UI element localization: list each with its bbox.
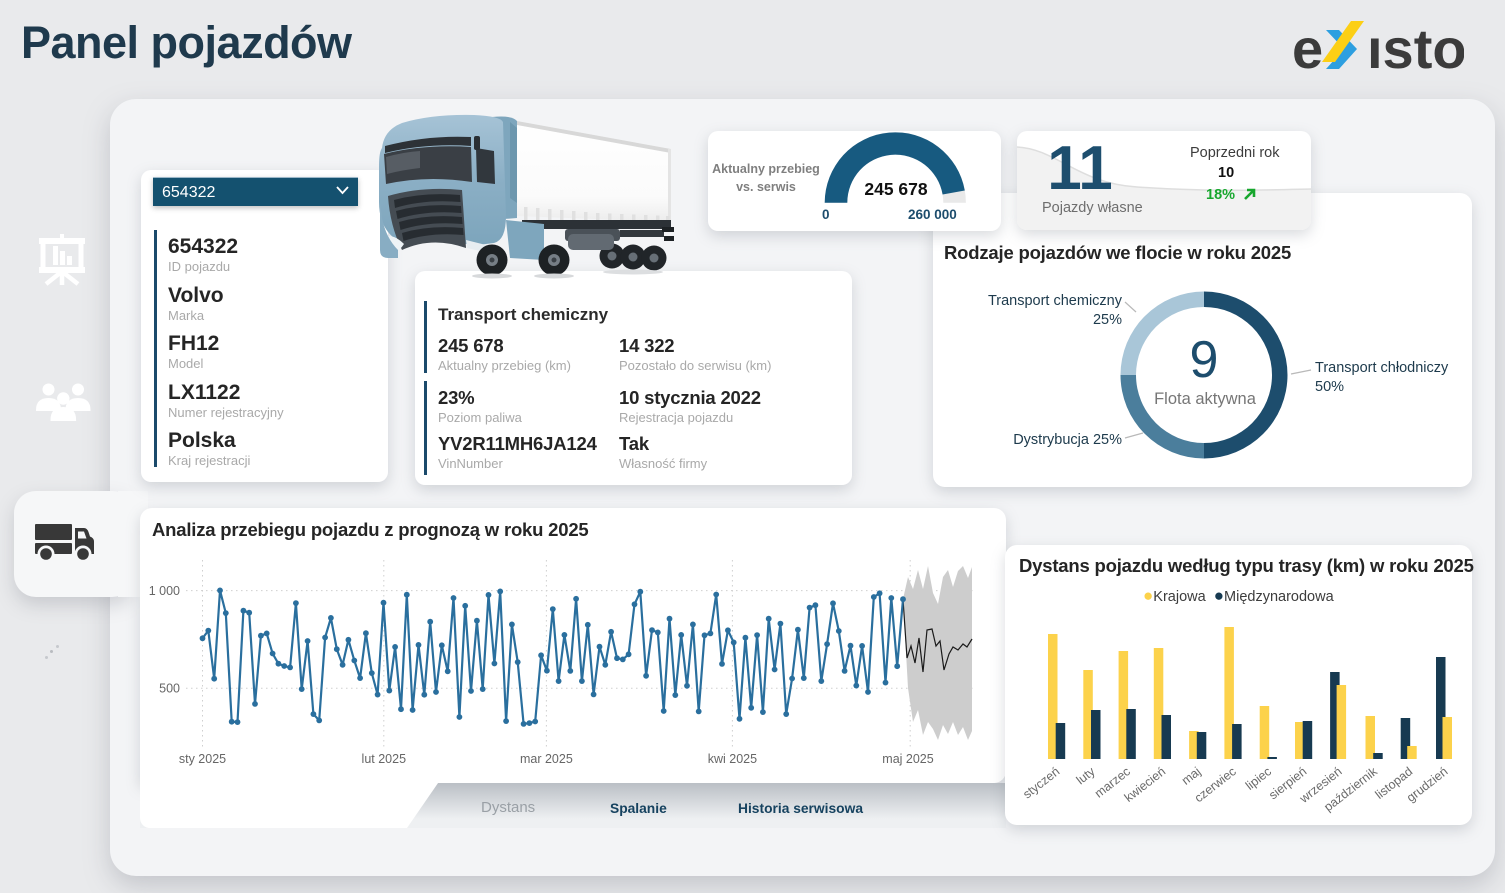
svg-text:ısto: ısto <box>1367 17 1464 74</box>
svg-text:maj: maj <box>1179 764 1204 787</box>
svg-text:maj 2025: maj 2025 <box>882 752 933 766</box>
svg-text:sty 2025: sty 2025 <box>179 752 226 766</box>
svg-text:e: e <box>1292 17 1323 74</box>
svg-text:lut 2025: lut 2025 <box>362 752 407 766</box>
svg-text:kwi 2025: kwi 2025 <box>708 752 757 766</box>
svg-text:500: 500 <box>159 682 180 696</box>
svg-text:luty: luty <box>1074 764 1099 787</box>
svg-text:styczeń: styczeń <box>1020 764 1062 801</box>
svg-text:1 000: 1 000 <box>149 584 180 598</box>
svg-text:mar 2025: mar 2025 <box>520 752 573 766</box>
